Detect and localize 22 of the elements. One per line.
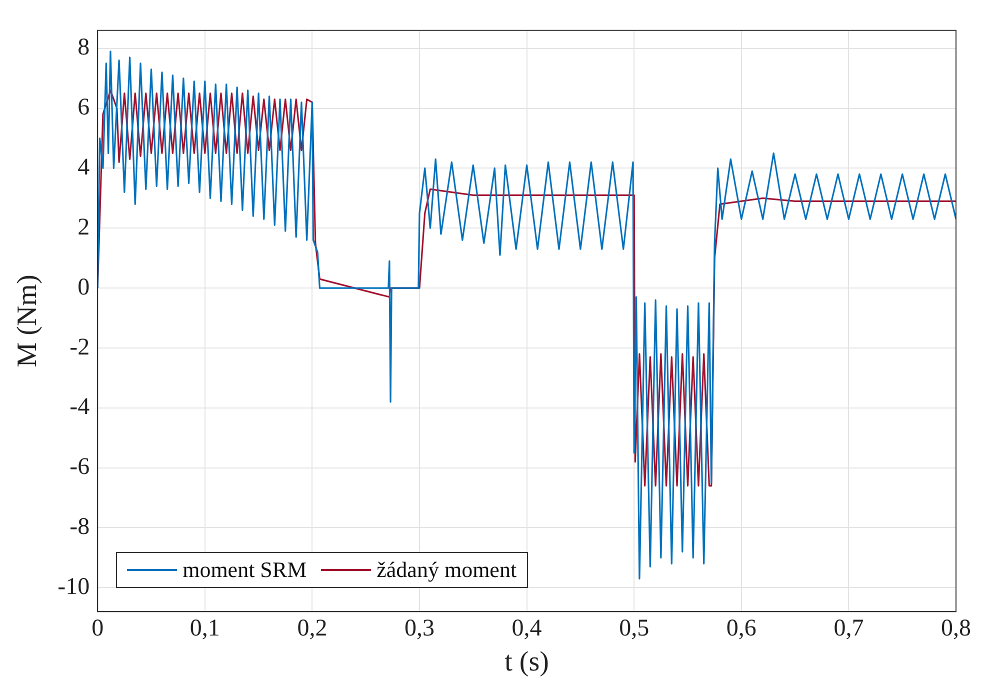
x-tick-label: 0,8 [941, 615, 971, 642]
legend-label: moment SRM [182, 556, 307, 583]
y-tick-label: -4 [70, 394, 90, 420]
x-tick-label: 0,2 [297, 615, 328, 642]
x-axis-title: t (s) [504, 646, 549, 678]
y-tick-label: 2 [78, 214, 90, 240]
x-tick-label: 0,4 [512, 615, 542, 642]
legend-label: žádaný moment [376, 556, 517, 583]
y-tick-label: -8 [70, 514, 90, 540]
y-axis-title: M (Nm) [12, 274, 44, 368]
x-tick-label: 0,5 [619, 615, 650, 642]
y-tick-label: -10 [58, 574, 90, 600]
y-tick-label: 6 [78, 94, 90, 121]
y-tick-label: 8 [78, 34, 90, 61]
x-tick-label: 0,6 [726, 615, 756, 642]
x-tick-label: 0,3 [404, 615, 434, 642]
y-tick-label: -6 [70, 454, 90, 480]
x-tick-label: 0,7 [834, 615, 864, 642]
y-tick-label: 0 [78, 274, 90, 300]
x-tick-label: 0,1 [190, 615, 220, 642]
y-tick-label: -2 [70, 334, 90, 360]
y-tick-label: 4 [78, 154, 90, 181]
